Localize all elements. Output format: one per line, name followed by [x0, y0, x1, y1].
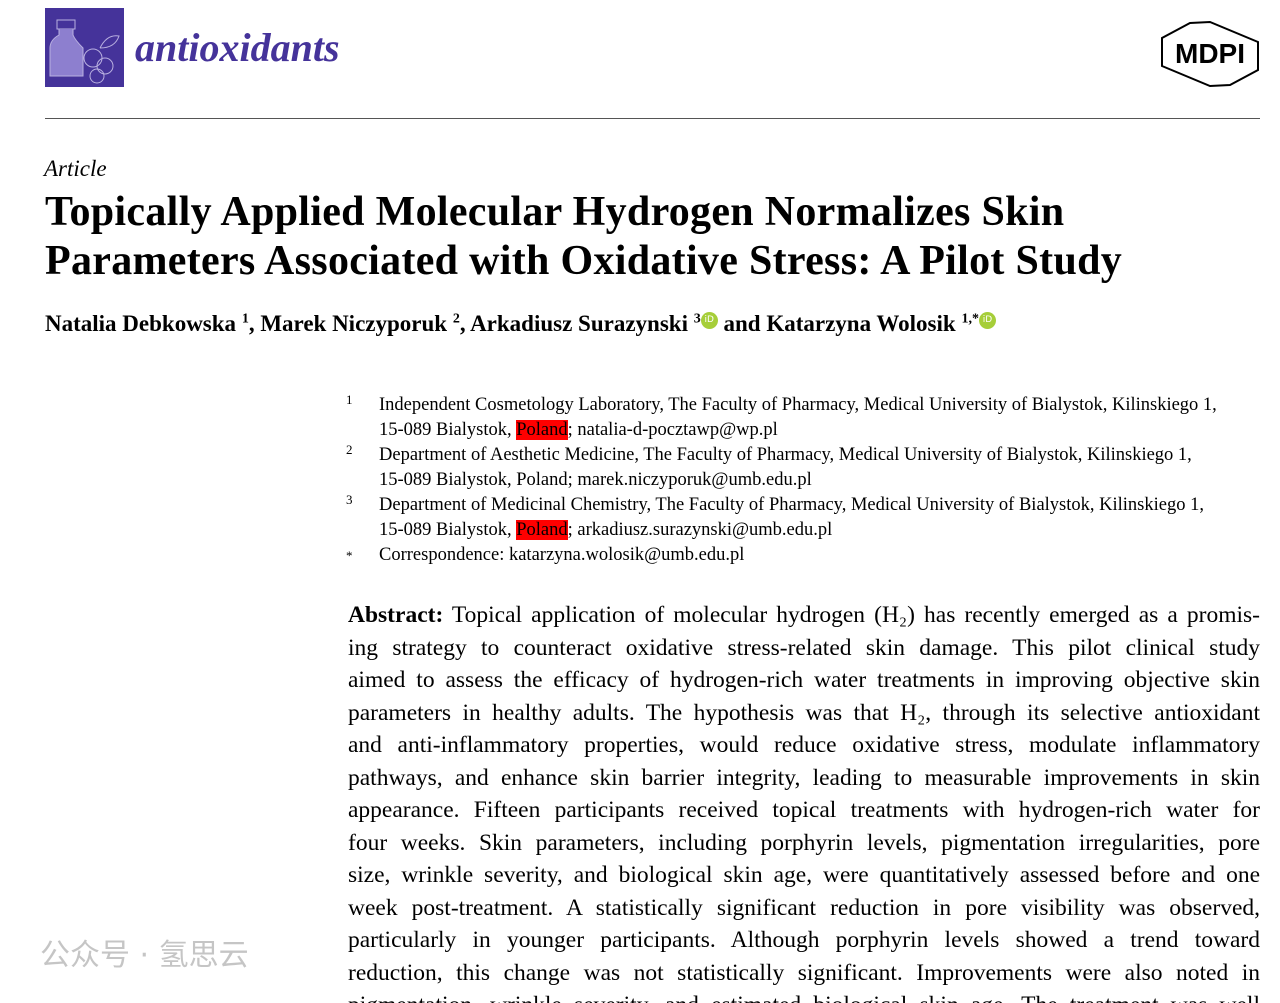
- sep: ,: [248, 311, 261, 336]
- sep: ,: [459, 311, 471, 336]
- orcid-icon[interactable]: iD: [700, 312, 718, 330]
- journal-logo[interactable]: [45, 8, 124, 87]
- mdpi-logo[interactable]: MDPI: [1160, 20, 1260, 93]
- affil-num: 3: [346, 492, 353, 507]
- author[interactable]: Arkadiusz Surazynski: [470, 311, 688, 336]
- affil-text: Independent Cosmetology Laboratory, The …: [379, 395, 1217, 415]
- abstract-line: parameters in healthy adults. The hypoth…: [348, 697, 1260, 730]
- affil-num: *: [346, 548, 353, 563]
- affil-sup: 1,*: [961, 311, 979, 327]
- affil-num: 1: [346, 392, 353, 407]
- affil-sup: 2: [452, 311, 460, 327]
- affil-text: 15-089 Bialystok,: [379, 520, 517, 540]
- abstract-line: ing strategy to counteract oxidative str…: [348, 632, 1260, 665]
- abstract-line: and anti-inflammatory properties, would …: [348, 729, 1260, 762]
- abstract-text: ing strategy to counteract oxidative str…: [348, 634, 1260, 661]
- affil-text: 15-089 Bialystok,: [379, 420, 517, 440]
- affil-sup: 1: [241, 311, 249, 327]
- publisher-name: MDPI: [1175, 38, 1245, 69]
- abstract-line: aimed to assess the efficacy of hydrogen…: [348, 664, 1260, 697]
- abstract-text: pigmentation, wrinkle severity, and esti…: [348, 992, 1260, 1003]
- affil-text: Department of Medicinal Chemistry, The F…: [379, 495, 1204, 515]
- abstract-line: particularly in younger participants. Al…: [348, 924, 1260, 957]
- abstract-text: aimed to assess the efficacy of hydrogen…: [348, 667, 1260, 693]
- abstract: Abstract: Topical application of molecul…: [348, 599, 1260, 1003]
- abstract-text: Topical application of molecular hydroge…: [443, 602, 1260, 628]
- abstract-line: pigmentation, wrinkle severity, and esti…: [348, 989, 1260, 1003]
- title-line: Parameters Associated with Oxidative Str…: [45, 238, 1123, 284]
- abstract-text: pathways, and enhance skin barrier integ…: [348, 764, 1260, 791]
- watermark: 公众号 · 氢思云: [40, 938, 249, 973]
- bottle-berries-icon: [49, 19, 120, 84]
- abstract-line: Abstract: Topical application of molecul…: [348, 599, 1260, 632]
- abstract-line: four weeks. Skin parameters, including p…: [348, 827, 1260, 860]
- journal-name: antioxidants: [135, 25, 340, 70]
- correspondence-email[interactable]: Correspondence: katarzyna.wolosik@umb.ed…: [379, 545, 745, 565]
- affiliation: 1 Independent Cosmetology Laboratory, The…: [346, 392, 1262, 443]
- abstract-text: appearance. Fifteen participants receive…: [348, 797, 1260, 823]
- affil-sup: 3: [693, 311, 701, 327]
- abstract-line: size, wrinkle severity, and biological s…: [348, 859, 1260, 892]
- abstract-text: week post-treatment. A statistically sig…: [348, 894, 1260, 921]
- abstract-line: reduction, this change was not statistic…: [348, 957, 1260, 990]
- title-line: Topically Applied Molecular Hydrogen Nor…: [45, 189, 1065, 235]
- correspondence: * Correspondence: katarzyna.wolosik@umb.e…: [346, 543, 1262, 568]
- abstract-line: week post-treatment. A statistically sig…: [348, 892, 1260, 925]
- affil-text: Department of Aesthetic Medicine, The Fa…: [379, 445, 1192, 465]
- affil-email[interactable]: ; natalia-d-pocztawp@wp.pl: [567, 420, 778, 440]
- author[interactable]: Katarzyna Wolosik: [766, 311, 956, 336]
- author[interactable]: Marek Niczyporuk: [260, 311, 448, 336]
- abstract-text: parameters in healthy adults. The hypoth…: [348, 699, 1260, 726]
- author[interactable]: Natalia Debkowska: [45, 311, 237, 336]
- abstract-label: Abstract:: [348, 602, 444, 628]
- author-list: Natalia Debkowska 1, Marek Niczyporuk 2,…: [45, 311, 996, 337]
- article-type: Article: [44, 156, 107, 181]
- affil-num: 2: [346, 442, 353, 457]
- abstract-text: particularly in younger participants. Al…: [348, 927, 1260, 953]
- abstract-text: four weeks. Skin parameters, including p…: [348, 829, 1260, 856]
- abstract-text: reduction, this change was not statistic…: [348, 959, 1260, 986]
- affil-email[interactable]: ; arkadiusz.surazynski@umb.edu.pl: [567, 520, 833, 540]
- header-divider: [45, 118, 1260, 119]
- orcid-icon[interactable]: iD: [978, 312, 996, 330]
- affiliation: 2 Department of Aesthetic Medicine, The F…: [346, 442, 1262, 493]
- abstract-line: appearance. Fifteen participants receive…: [348, 794, 1260, 827]
- highlighted-text: Poland: [516, 520, 568, 540]
- affiliation: 3 Department of Medicinal Chemistry, The …: [346, 492, 1262, 543]
- article-title: Topically Applied Molecular Hydrogen Nor…: [45, 188, 1122, 286]
- abstract-line: pathways, and enhance skin barrier integ…: [348, 762, 1260, 795]
- abstract-text: size, wrinkle severity, and biological s…: [348, 862, 1260, 888]
- affil-email[interactable]: 15-089 Bialystok, Poland; marek.niczypor…: [379, 470, 812, 490]
- sep: and: [717, 311, 767, 336]
- highlighted-text: Poland: [516, 420, 568, 440]
- abstract-text: and anti-inflammatory properties, would …: [348, 732, 1260, 758]
